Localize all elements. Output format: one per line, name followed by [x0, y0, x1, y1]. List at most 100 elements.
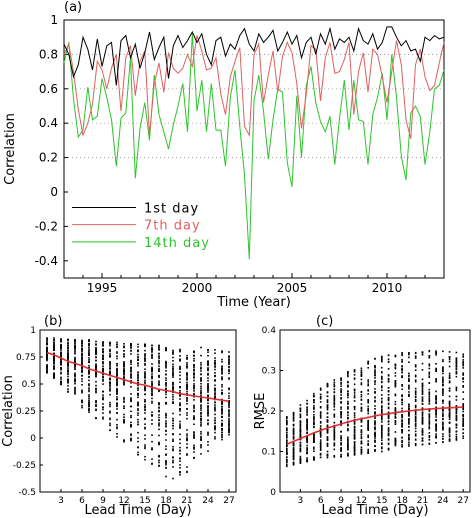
scatter-point [200, 387, 202, 390]
panel-c-xticks: 3 6 9 12 15 18 21 24 27 [297, 489, 469, 506]
scatter-point [46, 337, 48, 339]
scatter-point [207, 349, 209, 351]
scatter-point [102, 398, 104, 401]
scatter-point [116, 364, 118, 367]
scatter-point [95, 375, 97, 378]
scatter-point [95, 372, 97, 374]
scatter-point [306, 432, 308, 434]
scatter-point [172, 389, 174, 392]
scatter-point [214, 425, 216, 427]
scatter-point [144, 447, 146, 450]
scatter-point [367, 407, 369, 410]
scatter-point [442, 391, 444, 394]
scatter-point [367, 412, 369, 415]
scatter-point [165, 383, 167, 386]
scatter-point [109, 372, 111, 375]
scatter-point [448, 357, 451, 359]
scatter-point [88, 364, 90, 367]
scatter-point [123, 346, 125, 349]
scatter-point [116, 389, 118, 391]
panel-c-mean [286, 406, 464, 445]
scatter-point [367, 381, 369, 383]
scatter-point [88, 383, 90, 385]
scatter-point [172, 372, 174, 374]
scatter-point [353, 435, 356, 438]
scatter-point [186, 454, 188, 456]
scatter-point [374, 392, 376, 394]
scatter-point [221, 400, 223, 403]
scatter-point [435, 436, 437, 438]
scatter-point [60, 383, 62, 386]
scatter-point [228, 361, 230, 364]
scatter-point [200, 435, 202, 438]
scatter-point [394, 363, 397, 366]
panel-b-xlabel: Lead Time (Day) [84, 503, 191, 518]
scatter-point [137, 414, 139, 416]
scatter-point [387, 368, 390, 370]
panel-a-label: (a) [64, 0, 82, 15]
scatter-point [374, 377, 376, 379]
scatter-point [381, 450, 383, 453]
scatter-point [401, 376, 403, 378]
scatter-point [299, 436, 302, 439]
scatter-point [360, 453, 363, 455]
scatter-point [367, 427, 369, 429]
scatter-point [207, 450, 209, 452]
scatter-point [435, 426, 437, 429]
scatter-point [401, 416, 403, 419]
scatter-point [414, 357, 417, 359]
scatter-point [109, 349, 111, 352]
scatter-point [158, 361, 160, 363]
scatter-point [306, 441, 308, 444]
scatter-point [165, 433, 167, 436]
scatter-point [207, 351, 209, 353]
scatter-point [67, 345, 69, 347]
scatter-point [292, 420, 295, 422]
scatter-point [319, 434, 322, 437]
scatter-point [116, 379, 118, 381]
scatter-point [200, 379, 202, 382]
scatter-point [179, 408, 181, 411]
scatter-point [60, 360, 62, 362]
scatter-point [200, 398, 202, 400]
scatter-point [286, 420, 288, 422]
panel-b-label: (b) [44, 314, 62, 329]
scatter-point [414, 379, 417, 381]
scatter-point [130, 410, 132, 413]
scatter-point [109, 348, 111, 351]
scatter-point [88, 342, 90, 345]
scatter-point [158, 416, 160, 419]
scatter-point [179, 368, 181, 371]
scatter-point [88, 353, 90, 356]
scatter-point [186, 372, 188, 375]
scatter-point [428, 415, 431, 417]
y-tick-label: -0.25 [13, 461, 36, 471]
scatter-point [81, 345, 83, 348]
scatter-point [144, 405, 146, 408]
scatter-point [207, 395, 209, 397]
scatter-point [286, 417, 288, 419]
scatter-point [214, 417, 216, 419]
scatter-point [428, 382, 431, 384]
scatter-point [381, 356, 383, 359]
scatter-point [394, 375, 397, 377]
scatter-point [299, 427, 302, 430]
scatter-point [448, 407, 451, 410]
scatter-point [74, 349, 76, 351]
scatter-point [313, 416, 315, 418]
scatter-point [172, 427, 174, 430]
scatter-point [381, 386, 383, 389]
scatter-point [462, 385, 464, 387]
scatter-point [60, 340, 62, 342]
scatter-point [165, 462, 167, 465]
scatter-point [462, 417, 464, 420]
scatter-point [367, 362, 369, 364]
scatter-point [455, 412, 458, 415]
scatter-point [448, 405, 451, 408]
scatter-point [228, 401, 230, 404]
scatter-point [67, 351, 69, 354]
scatter-point [200, 445, 202, 447]
scatter-point [428, 435, 431, 438]
scatter-point [137, 384, 139, 387]
